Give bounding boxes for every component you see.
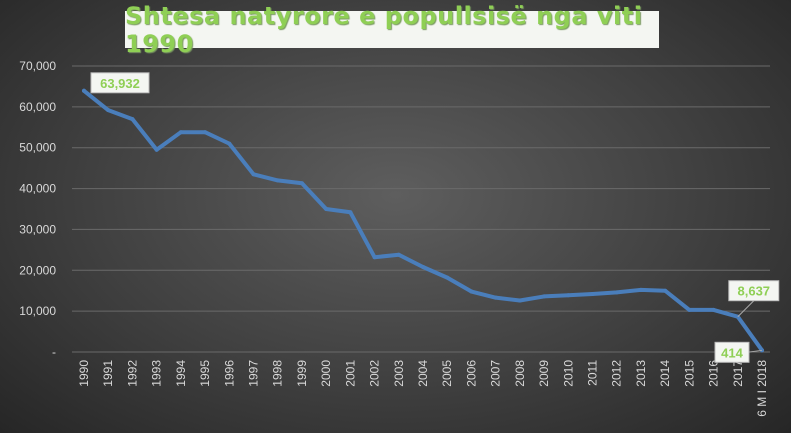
data-point <box>130 117 135 122</box>
data-point <box>348 210 353 215</box>
data-point <box>154 147 159 152</box>
y-tick-label: 40,000 <box>19 182 56 196</box>
x-tick-label: 2005 <box>440 360 454 387</box>
x-tick-label: 2009 <box>537 360 551 387</box>
data-point <box>517 298 522 303</box>
y-tick-label: 20,000 <box>19 263 56 277</box>
data-point <box>203 130 208 135</box>
data-point <box>227 141 232 146</box>
x-tick-label: 1999 <box>295 360 309 387</box>
x-tick-label: 2002 <box>368 360 382 387</box>
x-tick-label: 2012 <box>610 360 624 387</box>
y-tick-label: 60,000 <box>19 100 56 114</box>
data-label-box <box>90 72 150 94</box>
data-point <box>251 172 256 177</box>
data-point <box>711 307 716 312</box>
x-tick-label: 2015 <box>682 360 696 387</box>
x-tick-label: 1991 <box>101 360 115 387</box>
data-point <box>663 288 668 293</box>
y-tick-label: 50,000 <box>19 141 56 155</box>
x-tick-label: 1990 <box>77 360 91 387</box>
y-tick-label: 70,000 <box>19 59 56 73</box>
x-tick-label: 1997 <box>247 360 261 387</box>
x-tick-label: 1992 <box>125 360 139 387</box>
x-tick-label: 2008 <box>513 360 527 387</box>
data-point <box>421 265 425 270</box>
x-tick-label: 6 M I 2018 <box>755 360 769 417</box>
x-tick-label: 2010 <box>561 360 575 387</box>
data-point <box>106 108 111 113</box>
x-tick-label: 2004 <box>416 360 430 387</box>
data-label: 8,637 <box>738 284 771 299</box>
data-point <box>469 289 474 294</box>
x-tick-label: 2003 <box>392 360 406 387</box>
x-tick-label: 2017 <box>731 360 745 387</box>
x-tick-label: 2016 <box>707 360 721 387</box>
x-tick-label: 1994 <box>174 360 188 387</box>
x-tick-label: 1993 <box>150 360 164 387</box>
x-tick-label: 2014 <box>658 360 672 387</box>
data-point <box>493 295 498 300</box>
data-point <box>445 275 450 280</box>
data-point <box>638 287 643 292</box>
data-point <box>372 255 377 260</box>
data-point <box>590 291 595 296</box>
data-point <box>566 293 571 298</box>
x-tick-label: 2000 <box>319 360 333 387</box>
data-point <box>687 307 692 312</box>
x-tick-label: 2011 <box>586 360 600 386</box>
x-tick-label: 1995 <box>198 360 212 387</box>
data-label: 414 <box>721 345 743 360</box>
y-tick-label: - <box>52 345 56 359</box>
chart-title: Shtesa natyrore e popullsisë nga viti 19… <box>125 1 643 58</box>
data-label-box <box>714 341 750 363</box>
data-point <box>614 290 619 295</box>
y-tick-label: 10,000 <box>19 304 56 318</box>
x-tick-label: 1998 <box>271 360 285 387</box>
chart-title-box: Shtesa natyrore e popullsisë nga viti 19… <box>125 2 659 58</box>
data-point <box>396 252 401 257</box>
data-point <box>542 294 547 299</box>
data-point <box>178 130 183 135</box>
x-tick-label: 2007 <box>489 360 503 387</box>
x-tick-label: 2006 <box>464 360 478 387</box>
data-label-leader <box>737 300 755 318</box>
y-tick-label: 30,000 <box>19 222 56 236</box>
data-point <box>82 88 86 93</box>
data-point <box>324 207 329 211</box>
data-point <box>299 181 304 186</box>
data-label: 63,932 <box>100 76 140 91</box>
x-tick-label: 2001 <box>343 360 357 387</box>
x-tick-label: 2013 <box>634 360 648 387</box>
data-label-box <box>728 280 780 302</box>
data-point <box>275 178 280 183</box>
x-tick-label: 1996 <box>222 360 236 387</box>
